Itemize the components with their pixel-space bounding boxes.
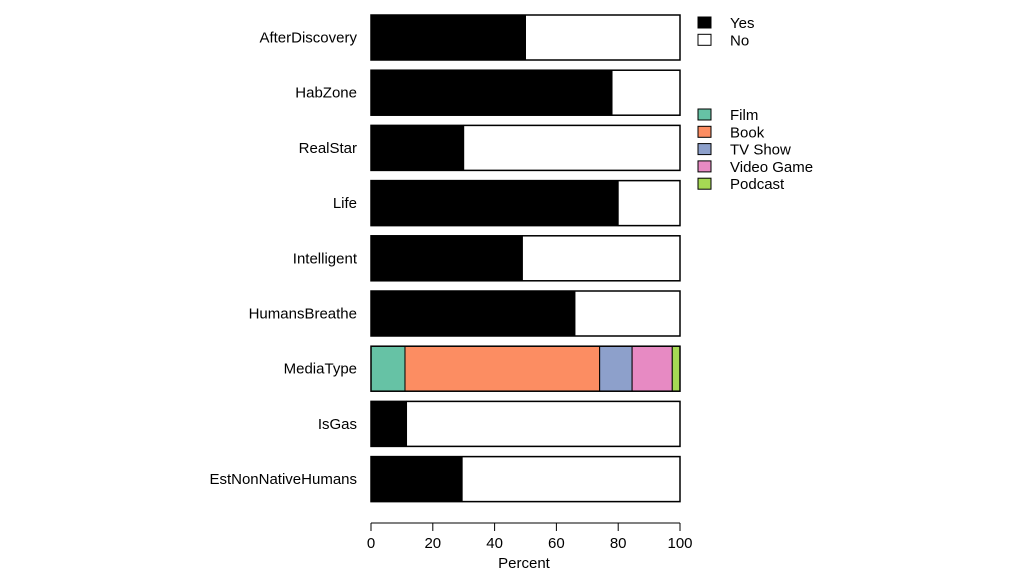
bars-group bbox=[370, 14, 681, 503]
bar-segment-humansbreathe-yes bbox=[370, 290, 576, 337]
x-axis: 0 20 40 60 80 100 bbox=[367, 522, 693, 552]
category-label: Life bbox=[333, 195, 357, 212]
bar-segment-isgas-no bbox=[406, 400, 681, 447]
legend-swatch-podcast bbox=[697, 177, 712, 190]
bar-frame bbox=[370, 14, 681, 61]
bar-segment-afterdiscovery-yes bbox=[370, 14, 526, 61]
bar-segment-habzone-no bbox=[611, 69, 681, 116]
category-label: MediaType bbox=[284, 361, 357, 378]
legend-label: Film bbox=[730, 107, 758, 124]
bar-segment-life-no bbox=[617, 180, 681, 227]
legend-label: No bbox=[730, 32, 749, 49]
x-tick-label: 60 bbox=[548, 535, 565, 552]
bar-segment-mediatype-video-game bbox=[631, 345, 673, 392]
legend-swatch-film bbox=[697, 108, 712, 121]
legend-label: Yes bbox=[730, 15, 754, 32]
x-tick-label: 100 bbox=[667, 535, 692, 552]
legend-swatch-no bbox=[697, 33, 712, 46]
bar-segment-mediatype-tv-show bbox=[599, 345, 633, 392]
x-tick-label: 40 bbox=[486, 535, 503, 552]
bar-segment-isgas-yes bbox=[370, 400, 408, 447]
bar-segment-realstar-no bbox=[463, 124, 681, 171]
legend-label: Video Game bbox=[730, 159, 813, 176]
bar-segment-humansbreathe-no bbox=[574, 290, 681, 337]
bar-frame bbox=[370, 179, 681, 227]
bar-frame bbox=[370, 455, 681, 503]
bar-frame bbox=[370, 69, 681, 116]
bar-segment-intelligent-yes bbox=[370, 235, 523, 282]
bar-segment-estnonnativehumans-no bbox=[461, 456, 681, 503]
category-label: Intelligent bbox=[293, 250, 358, 267]
x-tick-label: 0 bbox=[367, 535, 375, 552]
bar-segment-realstar-yes bbox=[370, 124, 465, 171]
category-labels: AfterDiscovery HabZone RealStar Life Intelli… bbox=[209, 30, 357, 489]
x-axis-label: Percent bbox=[498, 555, 551, 572]
bar-frame bbox=[370, 400, 681, 448]
legend-label: Book bbox=[730, 124, 765, 141]
category-label: AfterDiscovery bbox=[259, 30, 357, 47]
category-label: IsGas bbox=[318, 416, 357, 433]
bar-segment-mediatype-podcast bbox=[671, 345, 681, 392]
category-label: EstNonNativeHumans bbox=[209, 471, 357, 488]
bar-segment-habzone-yes bbox=[370, 69, 613, 116]
x-tick-label: 20 bbox=[424, 535, 441, 552]
x-tick-label: 80 bbox=[610, 535, 627, 552]
bar-frame bbox=[370, 235, 681, 282]
bar-frame bbox=[370, 290, 681, 337]
bar-segment-life-yes bbox=[370, 180, 619, 227]
bar-frame bbox=[370, 345, 681, 392]
category-label: RealStar bbox=[299, 140, 357, 157]
legend-swatch-tv-show bbox=[697, 143, 712, 156]
bar-segment-intelligent-no bbox=[521, 235, 681, 282]
legend-swatch-yes bbox=[697, 16, 712, 29]
category-label: HabZone bbox=[295, 85, 357, 102]
bar-segment-afterdiscovery-no bbox=[525, 14, 681, 61]
bar-frame bbox=[370, 124, 681, 172]
legend-swatch-book bbox=[697, 125, 712, 138]
legend-label: TV Show bbox=[730, 142, 791, 159]
bar-segment-mediatype-film bbox=[370, 345, 406, 392]
bar-segment-estnonnativehumans-yes bbox=[370, 456, 463, 503]
category-label: HumansBreathe bbox=[249, 306, 357, 323]
legend-swatch-video-game bbox=[697, 160, 712, 173]
bar-segment-mediatype-book bbox=[404, 345, 601, 392]
legend-label: Podcast bbox=[730, 176, 785, 193]
